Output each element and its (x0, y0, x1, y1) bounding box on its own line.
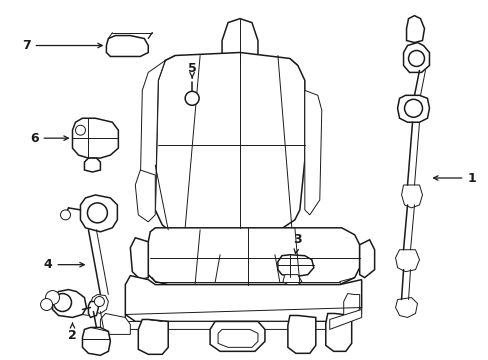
Circle shape (87, 203, 107, 223)
Polygon shape (329, 310, 361, 329)
Polygon shape (397, 95, 428, 122)
Polygon shape (81, 195, 117, 232)
Circle shape (41, 298, 52, 310)
Polygon shape (82, 328, 110, 355)
Polygon shape (72, 118, 118, 158)
Polygon shape (287, 315, 315, 353)
Polygon shape (125, 276, 361, 321)
Circle shape (407, 50, 424, 67)
Polygon shape (304, 90, 321, 215)
Text: 4: 4 (44, 258, 84, 271)
Polygon shape (100, 314, 130, 334)
Polygon shape (130, 238, 148, 280)
Circle shape (45, 291, 60, 305)
Polygon shape (88, 302, 98, 318)
Polygon shape (135, 170, 155, 222)
Polygon shape (406, 15, 424, 42)
Text: 5: 5 (187, 62, 196, 78)
Polygon shape (222, 19, 258, 62)
Polygon shape (218, 329, 258, 347)
Circle shape (53, 293, 71, 311)
Polygon shape (84, 158, 100, 172)
Text: 3: 3 (293, 233, 302, 253)
Polygon shape (403, 42, 428, 72)
Polygon shape (138, 319, 168, 354)
Polygon shape (325, 314, 351, 351)
Polygon shape (210, 321, 264, 351)
Circle shape (61, 210, 70, 220)
Polygon shape (277, 255, 313, 276)
Polygon shape (106, 36, 148, 57)
Text: 2: 2 (68, 323, 77, 342)
Polygon shape (52, 289, 86, 318)
Polygon shape (148, 228, 359, 285)
Circle shape (404, 99, 422, 117)
Polygon shape (125, 307, 361, 329)
Polygon shape (140, 60, 165, 210)
Polygon shape (395, 298, 417, 318)
Polygon shape (401, 185, 422, 208)
Polygon shape (343, 293, 359, 315)
Text: 1: 1 (433, 171, 475, 185)
Polygon shape (155, 53, 304, 230)
Polygon shape (395, 250, 419, 272)
Circle shape (185, 91, 199, 105)
Circle shape (94, 297, 104, 306)
Polygon shape (359, 240, 374, 278)
Text: 6: 6 (30, 132, 68, 145)
Polygon shape (90, 294, 108, 314)
Text: 7: 7 (22, 39, 102, 52)
Circle shape (75, 125, 85, 135)
Polygon shape (283, 275, 301, 285)
